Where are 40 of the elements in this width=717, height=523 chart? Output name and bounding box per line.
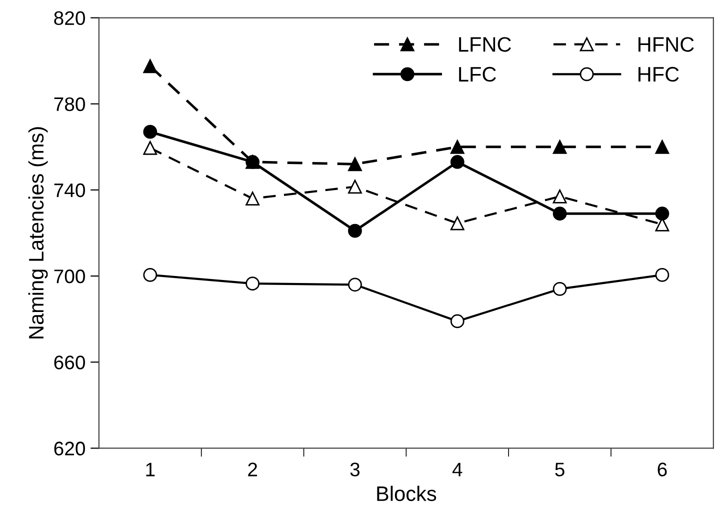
- x-tick-label: 3: [350, 462, 360, 476]
- point: [348, 180, 362, 194]
- point: [552, 189, 567, 204]
- point: [655, 206, 670, 221]
- x-tick-label: 5: [555, 462, 564, 476]
- point: [655, 140, 670, 154]
- point: [143, 59, 158, 74]
- legend-label: LFC: [459, 66, 496, 82]
- x-tick-label: 6: [658, 462, 667, 476]
- point: [143, 141, 158, 155]
- point: [246, 155, 260, 169]
- point: [246, 276, 260, 291]
- point: [348, 278, 362, 292]
- y-tick-label: 820: [54, 11, 85, 26]
- y-axis-title: Naming Latencies (ms): [28, 127, 48, 338]
- point: [348, 224, 362, 238]
- y-tick-label: 700: [54, 270, 85, 284]
- y-tick-label: 660: [54, 356, 85, 370]
- point: [552, 140, 567, 154]
- point: [143, 124, 158, 139]
- legend-label: HFNC: [638, 37, 694, 52]
- x-tick-label: 2: [248, 462, 257, 476]
- point: [552, 206, 567, 221]
- point: [450, 216, 464, 230]
- point: [246, 192, 260, 206]
- x-tick-label: 1: [146, 462, 155, 476]
- point: [450, 140, 464, 154]
- y-tick-label: 620: [54, 442, 85, 456]
- point: [143, 268, 158, 282]
- point: [450, 155, 464, 169]
- legend-label: HFC: [638, 66, 679, 82]
- x-tick-label: 4: [452, 462, 462, 476]
- y-tick-label: 780: [54, 97, 85, 112]
- point: [450, 314, 464, 328]
- legend-label: LFNC: [459, 37, 512, 52]
- point: [348, 157, 362, 172]
- point: [655, 268, 670, 282]
- x-axis-title: Blocks: [377, 486, 436, 502]
- point: [552, 282, 567, 296]
- y-tick-label: 740: [54, 183, 85, 198]
